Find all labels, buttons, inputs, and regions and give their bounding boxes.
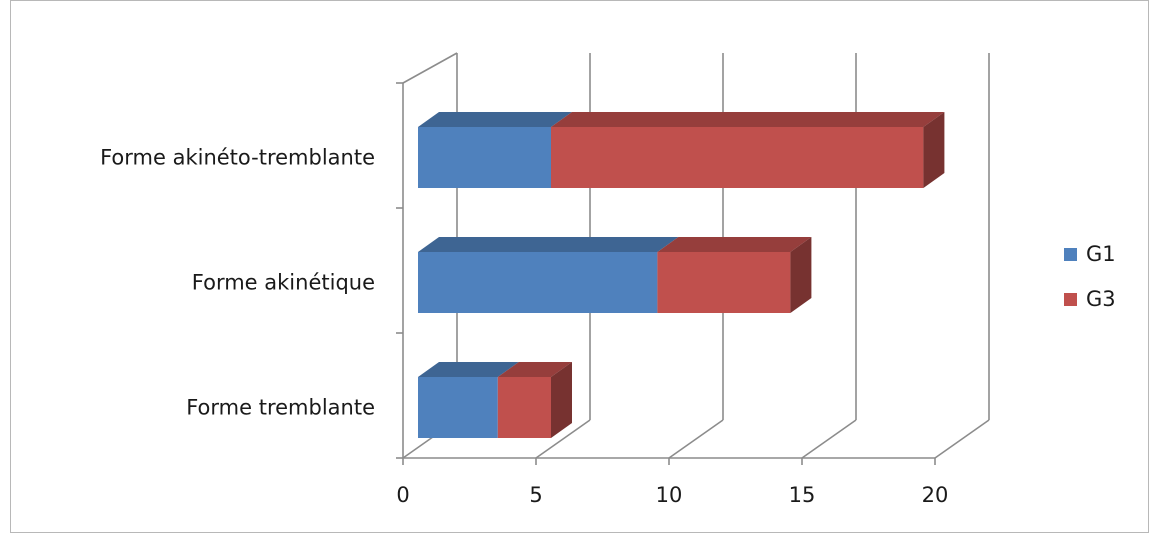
legend-label-G1: G1 — [1086, 242, 1116, 266]
bar-top-G3 — [497, 362, 572, 377]
bars — [418, 112, 945, 438]
bar-top-G1 — [418, 362, 519, 377]
x-tick-label: 20 — [922, 483, 949, 507]
bar-side-G3 — [551, 362, 572, 438]
bar-G1 — [418, 377, 498, 438]
legend: G1 G3 — [1064, 242, 1116, 311]
legend-swatch-G1 — [1064, 248, 1077, 261]
floor-gridline — [668, 419, 724, 459]
legend-swatch-G3 — [1064, 293, 1077, 306]
x-tick-label: 5 — [529, 483, 542, 507]
bar-side-G3 — [923, 112, 945, 188]
left-wall-top — [402, 52, 458, 84]
floor-gridline — [934, 419, 990, 459]
category-label: Forme akinétique — [192, 271, 375, 295]
bar-top-G1 — [418, 237, 679, 252]
bar-G1 — [418, 127, 551, 188]
axes: 0 5 10 15 20 Forme tremblante Forme akinétique… — [100, 82, 949, 507]
x-tick-label: 10 — [656, 483, 683, 507]
bar-top-G3 — [657, 237, 812, 252]
bar-top-G1 — [418, 112, 572, 127]
bar-side-G3 — [790, 237, 812, 313]
bar-G3 — [497, 377, 551, 438]
legend-label-G3: G3 — [1086, 287, 1116, 311]
x-tick-label: 15 — [789, 483, 816, 507]
floor-gridline — [535, 419, 591, 459]
x-tick-label: 0 — [396, 483, 409, 507]
category-label: Forme akinéto-tremblante — [100, 146, 375, 170]
category-label: Forme tremblante — [186, 396, 375, 420]
bar-top-G3 — [551, 112, 945, 127]
bar-G3 — [551, 127, 924, 188]
floor-gridline — [801, 419, 857, 459]
bar-G1 — [418, 252, 658, 313]
bar-G3 — [657, 252, 791, 313]
